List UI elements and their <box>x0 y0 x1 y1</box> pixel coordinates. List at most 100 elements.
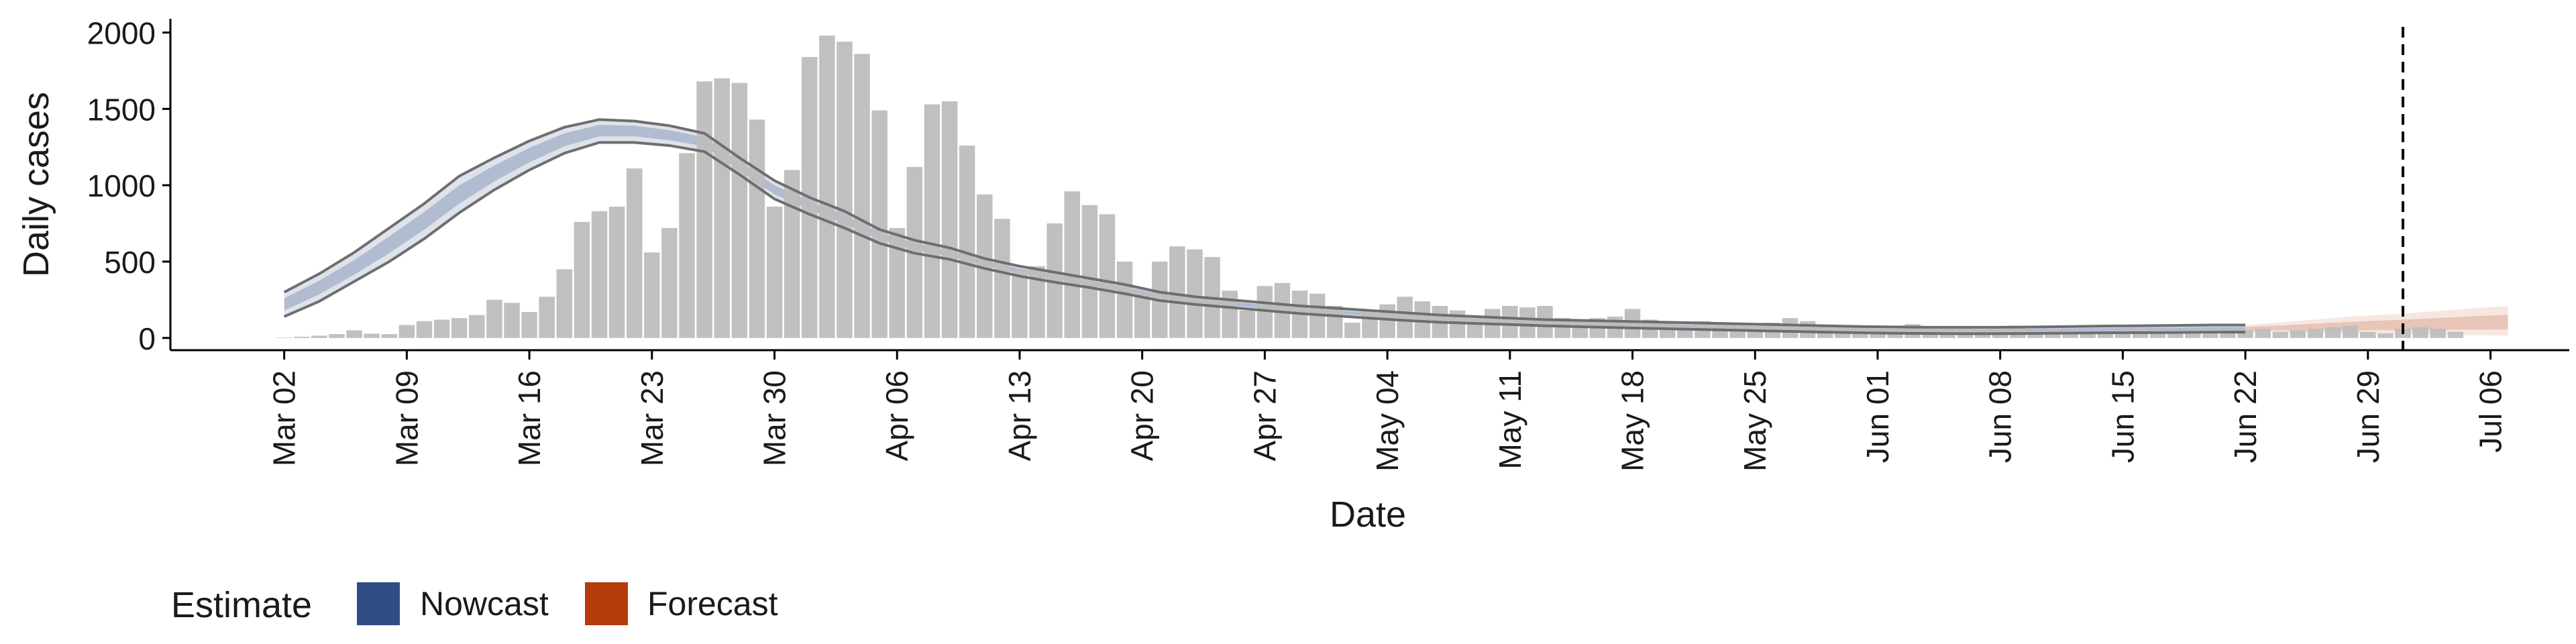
x-tick-label: Apr 13 <box>1002 370 1037 462</box>
y-axis-ticks: 0 500 1000 1500 2000 <box>87 15 170 356</box>
bar-day-40 <box>959 145 975 338</box>
bar-day-72 <box>1519 307 1536 338</box>
bar-day-19 <box>591 211 608 338</box>
estimate-bands <box>284 119 2508 336</box>
bar-day-24 <box>679 153 695 338</box>
bar-day-61 <box>1327 305 1343 338</box>
bar-day-34 <box>854 54 870 338</box>
bar-day-2 <box>294 336 310 338</box>
x-tick-label: Mar 30 <box>757 370 792 466</box>
bar-day-110 <box>2185 333 2201 338</box>
bar-day-58 <box>1274 282 1291 338</box>
bar-day-48 <box>1099 214 1116 338</box>
x-tick-label: Jun 29 <box>2351 370 2385 463</box>
x-axis-ticks: Mar 02 Mar 09 Mar 16 Mar 23 Mar 30 Apr 06 Apr … <box>267 350 2508 472</box>
x-tick-label: May 04 <box>1370 370 1405 472</box>
bar-day-29 <box>766 207 783 338</box>
bar-day-4 <box>329 334 345 338</box>
bar-day-22 <box>644 252 660 338</box>
bar-day-52 <box>1169 246 1185 338</box>
bar-day-17 <box>556 269 573 338</box>
bar-day-63 <box>1362 310 1378 338</box>
bar-day-73 <box>1537 305 1553 338</box>
bar-day-9 <box>416 321 433 338</box>
legend: Estimate Nowcast Forecast <box>171 582 778 625</box>
bar-day-106 <box>2114 331 2131 338</box>
bar-day-64 <box>1379 304 1395 338</box>
bar-day-13 <box>486 299 502 338</box>
y-tick-label: 2000 <box>87 15 156 50</box>
bar-day-43 <box>1012 269 1028 338</box>
bar-day-69 <box>1466 318 1483 338</box>
bar-day-118 <box>2324 327 2341 338</box>
bar-day-112 <box>2220 330 2236 338</box>
bar-day-111 <box>2202 331 2218 338</box>
bar-day-71 <box>1502 305 1518 338</box>
bar-day-56 <box>1239 310 1256 338</box>
bar-day-18 <box>574 221 590 338</box>
bar-day-47 <box>1081 205 1098 338</box>
bar-day-113 <box>2237 330 2253 338</box>
bar-day-26 <box>714 78 730 338</box>
bar-day-25 <box>696 81 712 338</box>
legend-key-forecast <box>585 582 628 625</box>
x-tick-label: Mar 09 <box>389 370 424 466</box>
bar-day-103 <box>2062 331 2078 338</box>
nowcast-upper-line <box>283 118 2246 329</box>
bar-day-8 <box>398 325 415 338</box>
bar-day-16 <box>539 297 555 338</box>
bar-day-88 <box>1799 321 1816 338</box>
bar-day-39 <box>941 101 958 338</box>
estimate-lines <box>283 118 2246 335</box>
bar-day-117 <box>2307 329 2324 338</box>
x-tick-label: Apr 06 <box>879 370 914 462</box>
bar-day-14 <box>504 303 520 338</box>
bar-day-81 <box>1677 325 1693 338</box>
reported-cases-bars <box>276 36 2464 338</box>
bar-day-119 <box>2342 325 2359 338</box>
bar-day-5 <box>346 330 362 338</box>
bar-day-121 <box>2377 333 2394 338</box>
bar-day-38 <box>924 104 941 338</box>
bar-day-46 <box>1064 191 1081 338</box>
legend-key-nowcast <box>357 582 400 625</box>
x-tick-label: May 18 <box>1615 370 1650 472</box>
x-tick-label: Jul 06 <box>2473 370 2508 453</box>
x-tick-label: Mar 02 <box>267 370 302 466</box>
bar-day-21 <box>626 168 643 338</box>
bar-day-10 <box>433 319 450 338</box>
x-tick-label: May 11 <box>1493 370 1527 469</box>
bar-day-41 <box>977 194 993 338</box>
bar-day-11 <box>451 318 468 338</box>
bar-day-6 <box>364 333 380 338</box>
bar-day-108 <box>2149 331 2166 338</box>
x-axis-title: Date <box>1330 494 1406 535</box>
bar-day-3 <box>311 335 327 338</box>
bar-day-44 <box>1029 266 1045 338</box>
bar-day-105 <box>2097 331 2114 338</box>
bar-day-35 <box>871 110 888 338</box>
legend-label-forecast: Forecast <box>647 585 778 623</box>
y-tick-label: 500 <box>104 245 156 280</box>
bar-day-55 <box>1222 290 1238 338</box>
bar-day-65 <box>1397 297 1413 338</box>
bar-day-42 <box>994 219 1010 338</box>
bar-day-53 <box>1187 249 1203 338</box>
bar-day-33 <box>837 42 853 338</box>
bar-day-87 <box>1782 318 1799 338</box>
bar-day-116 <box>2290 330 2306 338</box>
bar-day-28 <box>749 119 765 338</box>
forecast-outer-band <box>2245 305 2508 336</box>
bar-day-68 <box>1449 310 1466 338</box>
bar-day-1 <box>276 337 292 338</box>
bar-day-104 <box>2080 331 2096 338</box>
bar-day-49 <box>1116 261 1133 338</box>
x-tick-label: Apr 20 <box>1125 370 1160 462</box>
bar-day-74 <box>1554 318 1570 338</box>
legend-label-nowcast: Nowcast <box>420 585 549 623</box>
bar-day-125 <box>2447 331 2464 338</box>
x-tick-label: May 25 <box>1737 370 1772 472</box>
x-tick-label: Jun 08 <box>1983 370 2018 463</box>
forecast-inner-band <box>2245 315 2508 331</box>
